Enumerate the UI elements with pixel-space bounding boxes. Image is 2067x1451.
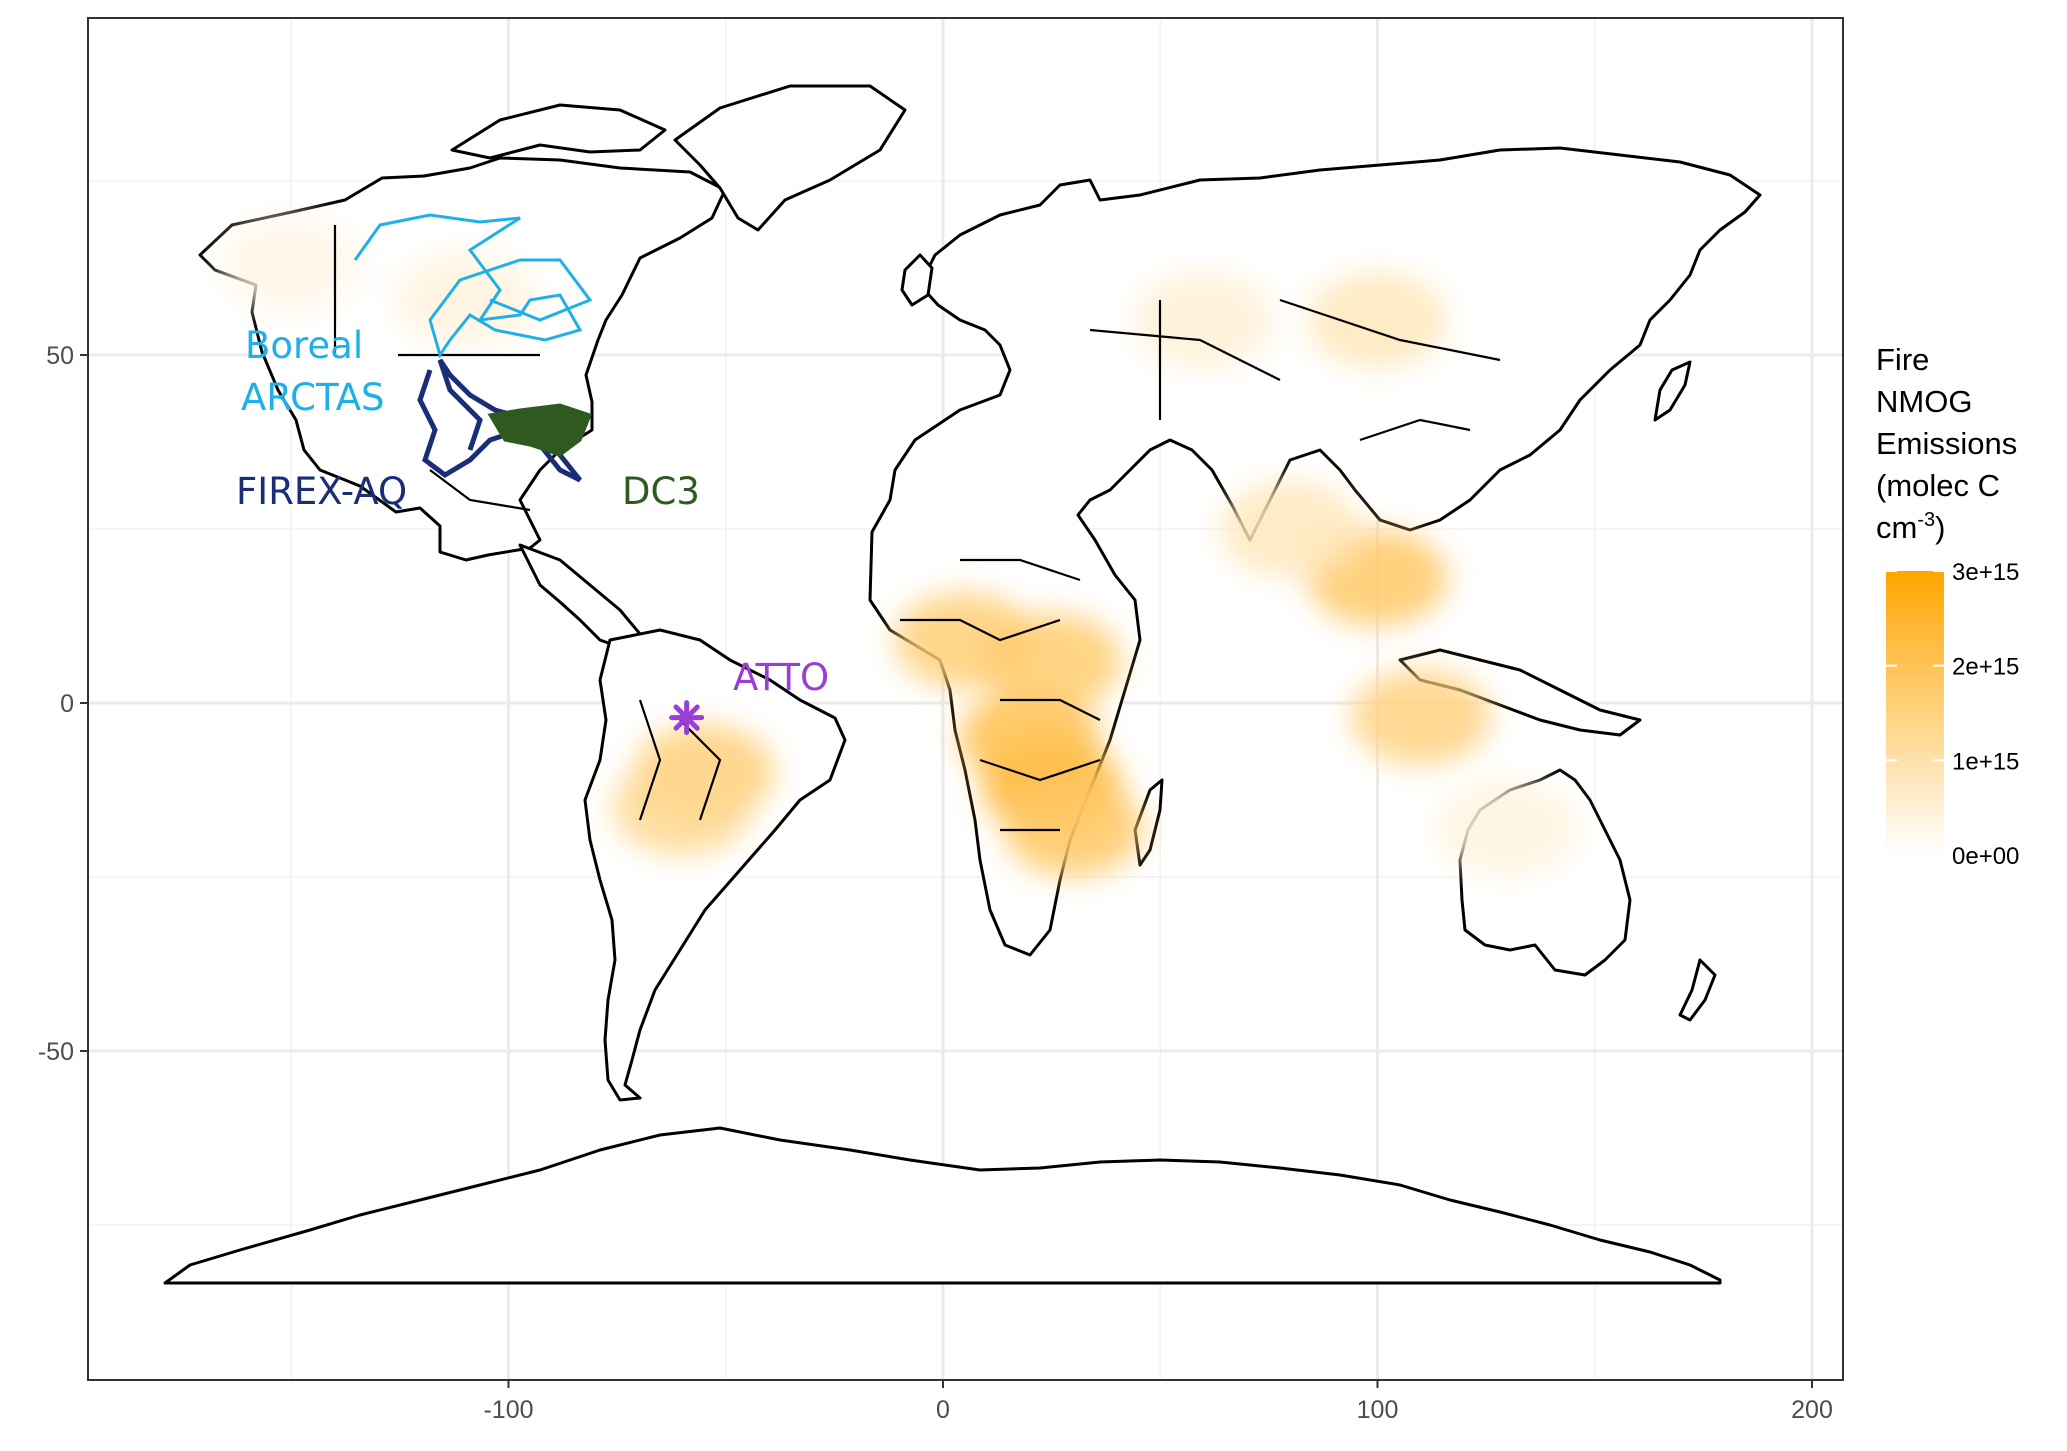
y-tick-label: -50 [38, 1038, 74, 1066]
x-tick-label: -100 [483, 1396, 533, 1424]
label-dc3: DC3 [622, 470, 700, 513]
fire-emission-cell [612, 759, 753, 856]
label-atto: ATTO [733, 656, 829, 699]
greenland [673, 84, 907, 232]
arctas-track [353, 213, 593, 359]
atto-marker-stroke [673, 704, 700, 731]
fire-emission-cell [1003, 780, 1144, 877]
fire-emission-cell [981, 613, 1122, 710]
fire-emission-cell [221, 216, 362, 313]
legend-title-superscript: -3 [1917, 509, 1935, 531]
fire-emission-cell [1220, 481, 1361, 577]
british-isles [900, 253, 934, 307]
legend: Fire NMOG Emissions (molec C cm-3) 3e+15… [1876, 342, 2026, 870]
firexaq-track [417, 358, 582, 483]
legend-tick-label: 2e+15 [1952, 654, 2019, 681]
label-boreal: Boreal [245, 324, 363, 367]
legend-tick-label: 3e+15 [1952, 559, 2019, 586]
legend-title: Fire NMOG Emissions (molec C cm-3) [1876, 342, 2026, 545]
arctic-islands [450, 103, 667, 160]
legend-tick-label: 1e+15 [1952, 748, 2019, 775]
fire-emission-cell [1133, 272, 1274, 369]
label-arctas: ARCTAS [241, 376, 385, 419]
x-tick-label: 0 [936, 1396, 950, 1424]
japan [1653, 360, 1692, 422]
fire-emission-cell [1350, 668, 1491, 765]
legend-tick-label: 0e+00 [1952, 843, 2019, 870]
y-tick-label: 50 [46, 342, 74, 370]
legend-title-line-2: NMOG [1876, 384, 1972, 419]
x-tick-label: 200 [1791, 1396, 1833, 1424]
antarctica [163, 1126, 1722, 1285]
legend-title-line-5: cm [1876, 510, 1917, 545]
legend-colorbar [1886, 571, 1944, 855]
legend-title-line-1: Fire [1876, 342, 1929, 377]
atto-site-marker [669, 700, 705, 736]
country-borders [333, 225, 1501, 832]
dc3-region [487, 403, 592, 457]
axes: -100 0 100 200 50 0 -50 [38, 342, 1833, 1424]
label-firexaq: FIREX-AQ [236, 470, 407, 513]
y-tick-label: 0 [60, 690, 74, 718]
legend-title-line-3: Emissions [1876, 426, 2017, 461]
legend-title-close: ) [1935, 510, 1945, 545]
legend-title-line-4: (molec C [1876, 468, 2000, 503]
panel-border [87, 17, 1844, 1381]
fire-emission-cell [1307, 272, 1448, 369]
new-zealand [1678, 958, 1717, 1022]
x-tick-label: 100 [1357, 1396, 1399, 1424]
legend-ticks: 3e+15 2e+15 1e+15 0e+00 [1886, 559, 2019, 870]
flight-tracks [353, 213, 593, 483]
fire-emission-cell [1437, 780, 1578, 877]
fire-emission-cell [959, 689, 1100, 786]
